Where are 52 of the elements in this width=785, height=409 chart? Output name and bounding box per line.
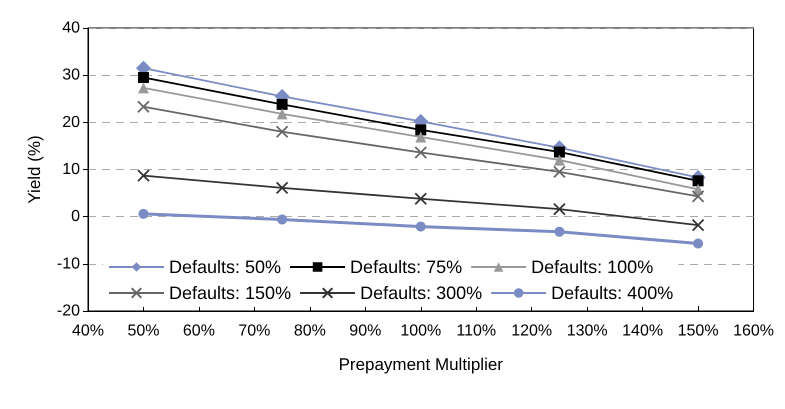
x-tick-label: 100% <box>400 322 442 340</box>
point <box>415 131 426 142</box>
point <box>138 208 148 219</box>
x-tick-label: 130% <box>566 322 608 340</box>
point <box>554 146 565 158</box>
point <box>692 190 704 203</box>
x-tick-label: 110% <box>456 322 496 340</box>
legend-label: Defaults: 150% <box>169 283 292 303</box>
x-tick-label: 160% <box>733 322 774 340</box>
x-tick-label: 140% <box>622 322 664 340</box>
legend-label: Defaults: 75% <box>350 257 462 277</box>
x-tick-label: 120% <box>511 322 552 340</box>
y-tick-label: 40 <box>62 20 80 36</box>
legend-label: Defaults: 300% <box>360 283 482 303</box>
point <box>137 100 150 114</box>
x-tick-label: 60% <box>182 322 215 340</box>
legend-label: Defaults: 400% <box>551 283 674 303</box>
point <box>138 82 149 94</box>
point <box>692 218 704 232</box>
y-tick-label: -20 <box>56 302 80 320</box>
legend-label: Defaults: 50% <box>169 257 282 277</box>
point <box>277 214 288 224</box>
point <box>414 192 428 206</box>
legend-label: Defaults: 100% <box>531 257 654 277</box>
point <box>276 125 289 138</box>
y-tick-label: 30 <box>62 66 80 84</box>
point <box>138 72 149 84</box>
x-tick-label: 50% <box>127 322 160 340</box>
point <box>137 169 150 182</box>
point <box>692 175 704 186</box>
y-tick-label: 0 <box>71 208 80 226</box>
x-tick-label: 80% <box>294 322 326 340</box>
point <box>693 238 704 249</box>
point <box>554 154 565 166</box>
y-axis-title: Yield (%) <box>25 135 44 204</box>
x-tick-label: 90% <box>349 322 382 340</box>
point <box>553 165 566 178</box>
point <box>276 108 288 120</box>
x-axis-title: Prepayment Multiplier <box>338 355 504 374</box>
x-tick-label: 70% <box>238 322 270 340</box>
y-tick-label: -10 <box>56 255 80 272</box>
x-tick-label: 40% <box>72 322 104 340</box>
y-tick-label: 10 <box>62 161 80 178</box>
x-tick-label: 150% <box>678 322 719 340</box>
point <box>553 202 566 216</box>
point <box>416 222 426 232</box>
point <box>276 181 289 194</box>
point <box>276 98 288 110</box>
point <box>414 146 428 159</box>
point <box>554 226 564 237</box>
y-tick-label: 20 <box>62 114 80 131</box>
point <box>415 124 426 136</box>
